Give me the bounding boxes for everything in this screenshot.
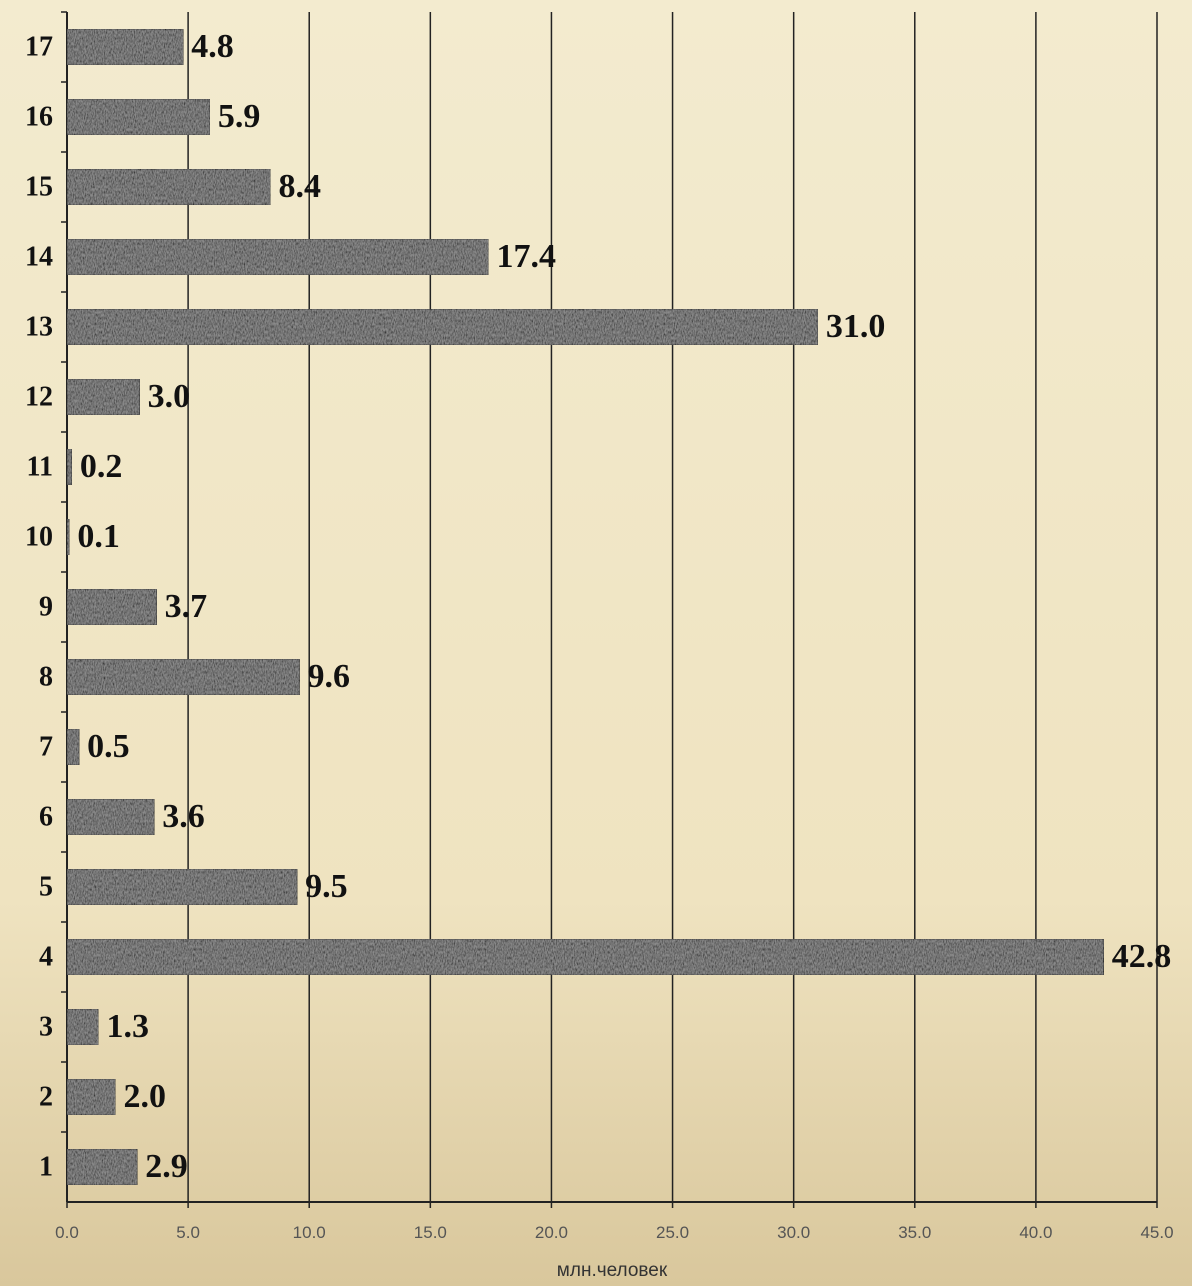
y-tick-label: 12	[25, 381, 53, 412]
data-label: 17.4	[496, 238, 556, 275]
x-tick-label: 15.0	[414, 1223, 447, 1242]
y-tick-label: 13	[25, 311, 53, 342]
bar	[66, 868, 298, 906]
bar	[66, 658, 300, 696]
y-tick-label: 2	[39, 1081, 53, 1112]
y-tick-label: 9	[39, 591, 53, 622]
bar	[66, 798, 155, 836]
data-label: 2.0	[123, 1078, 166, 1115]
y-tick-label: 16	[25, 101, 53, 132]
y-tick-label: 6	[39, 801, 53, 832]
x-tick-label: 0.0	[55, 1223, 79, 1242]
data-label: 5.9	[218, 98, 261, 135]
x-tick-label: 10.0	[293, 1223, 326, 1242]
bar	[66, 308, 819, 346]
x-tick-label: 30.0	[777, 1223, 810, 1242]
y-tick-label: 14	[25, 241, 53, 272]
x-axis-label: млн.человек	[557, 1260, 668, 1281]
bar	[66, 98, 211, 136]
data-label: 3.6	[162, 798, 205, 835]
y-tick-label: 11	[27, 451, 53, 482]
x-tick-label: 20.0	[535, 1223, 568, 1242]
x-tick-label: 35.0	[898, 1223, 931, 1242]
bar	[66, 728, 80, 766]
y-tick-label: 4	[39, 941, 53, 972]
y-tick-label: 1	[39, 1151, 53, 1182]
bar	[66, 588, 157, 626]
x-tick-label: 5.0	[176, 1223, 200, 1242]
bar	[66, 1148, 138, 1186]
y-tick-label: 17	[25, 31, 53, 62]
data-label: 2.9	[145, 1148, 188, 1185]
data-label: 0.5	[87, 728, 130, 765]
bar	[66, 28, 184, 66]
data-label: 9.6	[308, 658, 351, 695]
y-tick-label: 5	[39, 871, 53, 902]
data-label: 42.8	[1112, 938, 1172, 975]
data-label: 3.0	[148, 378, 191, 415]
bar	[66, 168, 271, 206]
data-label: 4.8	[191, 28, 234, 65]
x-tick-label: 40.0	[1019, 1223, 1052, 1242]
data-label: 0.1	[77, 518, 120, 555]
y-tick-label: 15	[25, 171, 53, 202]
bar	[66, 1008, 99, 1046]
bar	[66, 938, 1105, 976]
y-tick-label: 3	[39, 1011, 53, 1042]
bar	[66, 378, 140, 416]
bar	[66, 238, 489, 276]
x-tick-label: 25.0	[656, 1223, 689, 1242]
y-tick-label: 8	[39, 661, 53, 692]
data-label: 8.4	[278, 168, 321, 205]
data-label: 1.3	[106, 1008, 149, 1045]
bar	[66, 1078, 116, 1116]
data-label: 9.5	[305, 868, 348, 905]
bar	[66, 448, 73, 486]
x-tick-label: 45.0	[1140, 1223, 1173, 1242]
y-tick-label: 10	[25, 521, 53, 552]
bar	[66, 518, 70, 556]
data-label: 31.0	[826, 308, 886, 345]
data-label: 3.7	[165, 588, 208, 625]
data-label: 0.2	[80, 448, 123, 485]
y-tick-label: 7	[39, 731, 53, 762]
